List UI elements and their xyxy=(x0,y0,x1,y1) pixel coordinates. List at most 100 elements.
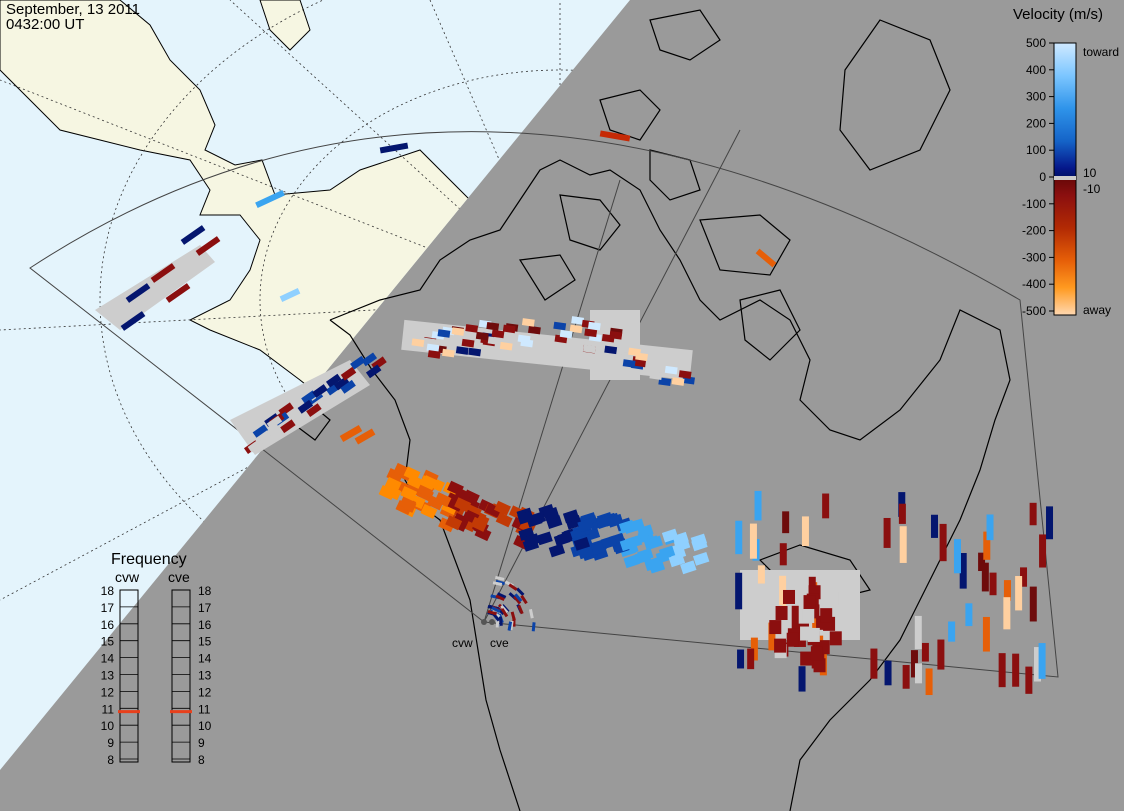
echo-cell xyxy=(255,189,285,209)
echo-cell xyxy=(1003,597,1011,630)
colorbar-tick-label: -200 xyxy=(1022,224,1046,238)
echo-cell xyxy=(378,485,396,501)
frequency-tick-label: 15 xyxy=(101,635,115,649)
echo-cell xyxy=(521,318,535,327)
echo-cell xyxy=(664,365,678,375)
frequency-radar-label-cvw: cvw xyxy=(115,569,140,585)
frequency-column-cvw xyxy=(119,589,139,763)
echo-cell xyxy=(528,325,541,335)
echo-cell xyxy=(577,518,594,533)
echo-cell xyxy=(813,658,826,673)
echo-cell xyxy=(417,482,435,498)
echo-cell xyxy=(601,333,615,343)
echo-cell xyxy=(983,531,991,560)
echo-cell xyxy=(587,321,601,331)
echo-cell xyxy=(822,493,830,519)
echo-cell xyxy=(520,594,528,605)
echo-cell xyxy=(492,581,503,586)
echo-cell xyxy=(426,343,440,353)
echo-cell xyxy=(340,379,356,394)
echo-cell xyxy=(735,572,743,610)
colorbar-tick-label: -400 xyxy=(1022,277,1046,291)
echo-cell xyxy=(870,648,878,679)
echo-cell xyxy=(491,606,501,613)
frequency-tick-label: 10 xyxy=(101,719,115,733)
frequency-tick-label: 9 xyxy=(198,736,205,750)
echo-cell xyxy=(680,560,697,575)
frequency-tick-label: 13 xyxy=(198,669,212,683)
colorbar-tick-label: 500 xyxy=(1026,36,1046,50)
echo-cell xyxy=(982,616,990,652)
echo-cell xyxy=(644,557,661,572)
echo-cell xyxy=(1012,653,1020,687)
frequency-tick-label: 8 xyxy=(107,753,114,767)
echo-cell xyxy=(278,402,294,417)
echo-cell xyxy=(486,321,500,331)
colorbar-zero-band xyxy=(1054,176,1076,180)
echo-cell xyxy=(989,572,997,596)
echo-cell xyxy=(492,612,501,622)
colorbar-label-away: away xyxy=(1083,303,1111,317)
colorbar-tick-label: -500 xyxy=(1022,304,1046,318)
radar-site-label-cvw: cvw xyxy=(452,636,473,650)
colorbar-ticks: 500 400 300 200 100 0 -100 -200 -300 -400 -500 xyxy=(1022,36,1054,318)
echo-cell xyxy=(379,142,409,154)
radar-site-label-cve: cve xyxy=(490,636,509,650)
echo-cell xyxy=(484,502,502,518)
frequency-tick-label: 14 xyxy=(101,652,115,666)
echo-cell xyxy=(754,490,762,521)
echo-cell xyxy=(468,347,482,357)
echo-cell xyxy=(998,653,1006,688)
echo-cell xyxy=(668,553,686,568)
echo-cell xyxy=(634,550,652,565)
echo-cell xyxy=(782,511,790,534)
echo-cell xyxy=(937,639,945,670)
echo-cell xyxy=(510,611,516,621)
echo-cell xyxy=(750,637,758,661)
frequency-tick-label: 9 xyxy=(107,736,114,750)
echo-cell xyxy=(434,492,452,508)
colorbar-title: Velocity (m/s) xyxy=(1013,6,1104,23)
echo-cell xyxy=(514,593,523,603)
echo-cell xyxy=(635,352,649,362)
echo-cell xyxy=(470,516,488,532)
echo-cell xyxy=(252,424,269,439)
echo-cell xyxy=(520,338,534,348)
radar-site-cvw xyxy=(481,619,487,625)
frequency-tick-label: 17 xyxy=(101,601,115,615)
echo-cell xyxy=(325,373,342,388)
echo-cell xyxy=(165,283,191,303)
echo-cell xyxy=(361,352,378,367)
echo-cell xyxy=(671,377,685,386)
echo-cell xyxy=(1038,643,1046,679)
echo-cell xyxy=(553,532,571,547)
echo-cell xyxy=(914,615,922,650)
echo-cell xyxy=(1029,586,1037,622)
echo-cell xyxy=(649,371,663,380)
colorbar-tick-label: -100 xyxy=(1022,197,1046,211)
echo-cell xyxy=(600,535,618,550)
echo-cell xyxy=(826,591,839,606)
echo-cell xyxy=(829,631,842,646)
echo-cell xyxy=(658,545,676,560)
echo-cell xyxy=(571,316,585,325)
frequency-columns: 18 17 16 15 14 13 12 11 10 9 8 18 17 16 15 14 13 12 11 10 9 8 xyxy=(101,584,212,767)
echo-cell xyxy=(312,384,328,398)
echo-cell xyxy=(333,376,350,391)
echo-cell xyxy=(350,355,366,370)
frequency-column-cve xyxy=(171,589,191,763)
echo-cell xyxy=(195,236,221,256)
echo-cell xyxy=(495,594,505,602)
echo-cell xyxy=(1046,506,1054,540)
echo-cell xyxy=(768,622,776,651)
echo-cell xyxy=(1003,580,1011,601)
echo-cell xyxy=(573,536,590,551)
frequency-tick-label: 8 xyxy=(198,753,205,767)
echo-cell xyxy=(461,338,475,348)
echo-cell xyxy=(517,510,534,525)
echo-cell xyxy=(786,632,799,647)
radar-sites: cvw cve xyxy=(452,619,509,650)
echo-cell xyxy=(496,592,507,599)
echo-cell xyxy=(559,329,573,339)
echo-cell xyxy=(411,338,425,347)
